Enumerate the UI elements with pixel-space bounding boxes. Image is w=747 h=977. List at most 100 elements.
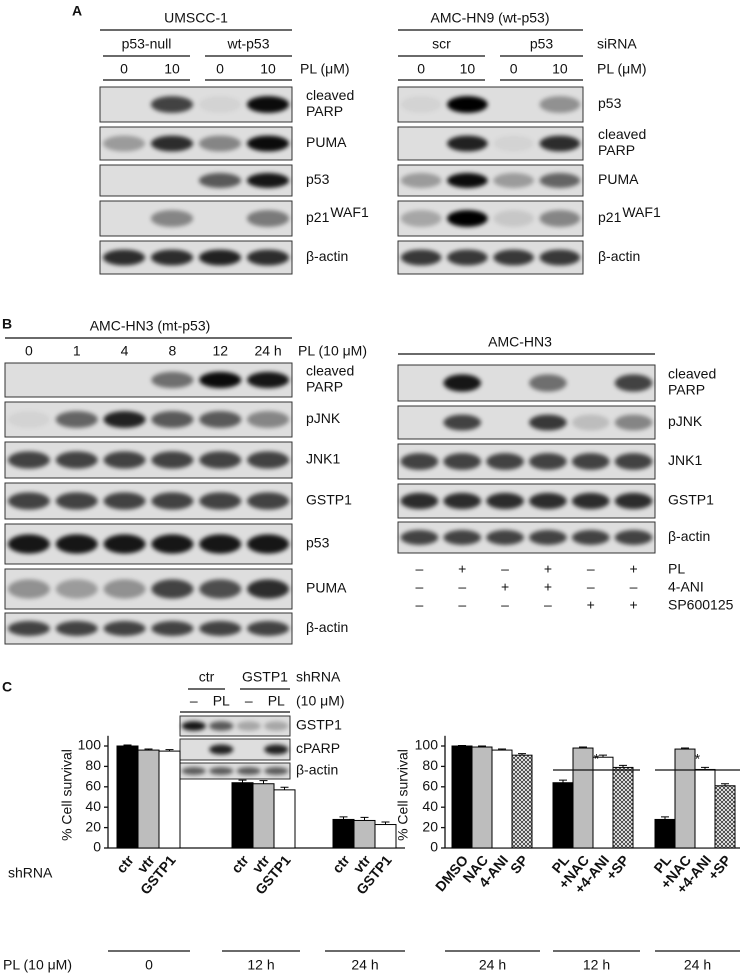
- band-label: p21: [598, 209, 622, 225]
- band: [103, 534, 146, 554]
- bar: [511, 754, 533, 849]
- treatment-sign: –: [544, 597, 552, 613]
- y-tick-label: 0: [93, 839, 101, 855]
- band: [247, 534, 290, 554]
- lane-label: 24 h: [254, 343, 281, 359]
- error-bar: [478, 745, 486, 748]
- error-bar: [339, 816, 348, 820]
- treatment-name: SP600125: [668, 597, 734, 613]
- treatment-sign: –: [587, 579, 595, 595]
- band-label: p53: [598, 95, 622, 111]
- group-label: scr: [432, 36, 451, 52]
- lane-label: PL: [268, 693, 285, 709]
- band: [246, 210, 290, 227]
- band: [209, 721, 234, 731]
- band: [150, 96, 194, 113]
- band-label: β-actin: [598, 248, 640, 264]
- band: [493, 135, 534, 152]
- bar-label: SP: [507, 852, 531, 877]
- treatment-sign: +: [629, 597, 637, 613]
- band: [198, 96, 242, 113]
- band: [529, 492, 567, 510]
- band: [151, 371, 194, 389]
- blot-strip: [397, 483, 656, 519]
- band: [209, 767, 234, 775]
- band: [400, 530, 439, 545]
- treatment-sign: +: [629, 561, 637, 577]
- treatment-sign: –: [416, 579, 424, 595]
- band: [181, 721, 206, 731]
- error-bar: [599, 754, 607, 758]
- band: [264, 744, 289, 755]
- band: [529, 453, 567, 470]
- row-label: PL (10 μM): [3, 957, 72, 973]
- significance-mark: *: [594, 751, 600, 767]
- band-label: p53: [306, 535, 330, 551]
- band-label: PARP: [598, 142, 635, 158]
- treatment-sign: –: [416, 597, 424, 613]
- band: [103, 621, 146, 636]
- band: [199, 579, 242, 599]
- treatment-sign: –: [501, 561, 509, 577]
- band: [151, 621, 194, 636]
- treatment-sign: –: [458, 597, 466, 613]
- band: [151, 411, 194, 428]
- band: [55, 579, 98, 599]
- band: [103, 451, 146, 469]
- band: [236, 721, 261, 731]
- bar: [116, 745, 139, 849]
- band: [529, 374, 567, 392]
- blot-strip: [397, 364, 656, 402]
- band: [198, 249, 242, 266]
- treatment-sign: +: [458, 561, 466, 577]
- lane-unit: PL (μM): [597, 61, 647, 77]
- y-tick-label: 20: [85, 818, 101, 834]
- lane-label: 10: [164, 61, 180, 77]
- error-bar: [381, 821, 390, 825]
- error-bar: [238, 779, 247, 783]
- band: [400, 210, 442, 227]
- group-label: ctr: [199, 669, 215, 685]
- group-label: wt-p53: [226, 36, 269, 52]
- band: [539, 210, 581, 227]
- bar-label: ctr: [329, 852, 353, 876]
- band-label: cleaved: [306, 87, 354, 103]
- band: [443, 374, 482, 392]
- error-bar: [498, 748, 506, 751]
- band-label: JNK1: [668, 452, 702, 468]
- band-label: PARP: [306, 379, 343, 395]
- band-label: PUMA: [306, 580, 347, 596]
- band: [400, 492, 439, 510]
- y-tick-label: 20: [422, 818, 438, 834]
- band-label: cleaved: [306, 363, 354, 379]
- bar: [158, 750, 181, 849]
- blot-strip: [397, 521, 656, 554]
- band-label: cleaved: [598, 126, 646, 142]
- band: [198, 173, 242, 188]
- band: [7, 579, 50, 599]
- band: [199, 492, 242, 510]
- blot-strip: [179, 738, 291, 761]
- y-tick-label: 0: [430, 839, 438, 855]
- blot-strip: [4, 523, 293, 565]
- lane-label: 0: [510, 61, 518, 77]
- band: [447, 210, 488, 227]
- panel-label: A: [72, 3, 82, 19]
- band: [447, 135, 488, 152]
- error-bar: [165, 749, 174, 752]
- band: [55, 621, 98, 636]
- y-tick-label: 60: [85, 778, 101, 794]
- lane-label: 8: [169, 343, 177, 359]
- band: [400, 453, 439, 470]
- y-tick-label: 80: [422, 757, 438, 773]
- band: [7, 492, 50, 510]
- bar: [654, 818, 676, 849]
- lane-unit: PL (10 μM): [298, 343, 367, 359]
- lane-label: 0: [25, 343, 33, 359]
- bar: [714, 785, 736, 849]
- panel-label: C: [2, 679, 12, 695]
- group-label: GSTP1: [242, 669, 288, 685]
- band: [614, 492, 653, 510]
- treatment-sign: –: [587, 561, 595, 577]
